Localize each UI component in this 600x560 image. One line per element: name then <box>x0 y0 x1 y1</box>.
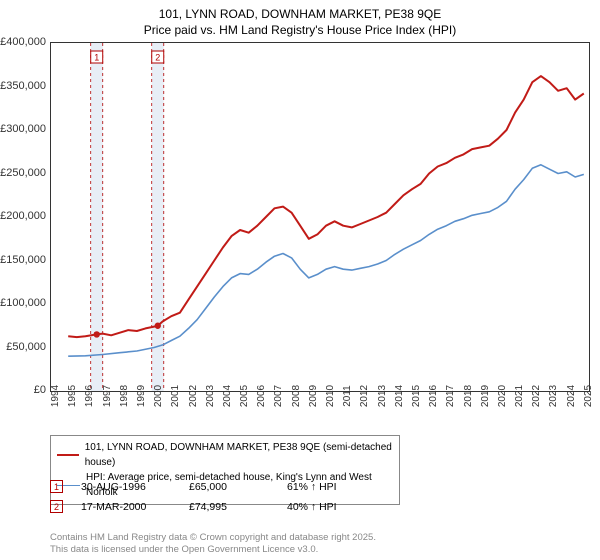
x-tick-label: 2010 <box>325 385 336 407</box>
svg-text:1: 1 <box>94 53 99 63</box>
x-tick-label: 2022 <box>531 385 542 407</box>
sale-date: 17-MAR-2000 <box>81 501 171 513</box>
x-tick-label: 2019 <box>480 385 491 407</box>
x-tick-label: 2012 <box>359 385 370 407</box>
x-tick-label: 1995 <box>67 385 78 407</box>
x-tick-label: 2023 <box>548 385 559 407</box>
legend-label: 101, LYNN ROAD, DOWNHAM MARKET, PE38 9QE… <box>85 440 393 470</box>
x-tick-label: 2005 <box>239 385 250 407</box>
x-tick-label: 2015 <box>411 385 422 407</box>
sale-marker-box: 1 <box>50 480 63 493</box>
y-tick-label: £0 <box>34 384 46 396</box>
x-tick-label: 1996 <box>84 385 95 407</box>
sale-row: 1 30-AUG-1996 £65,000 61% ↑ HPI <box>50 480 590 493</box>
sale-price: £65,000 <box>189 481 269 493</box>
footnote: Contains HM Land Registry data © Crown c… <box>50 532 376 557</box>
x-tick-label: 2017 <box>445 385 456 407</box>
plot-area: 12 <box>50 42 590 392</box>
chart-title: 101, LYNN ROAD, DOWNHAM MARKET, PE38 9QE… <box>0 0 600 38</box>
x-tick-label: 2020 <box>497 385 508 407</box>
x-tick-label: 2006 <box>256 385 267 407</box>
y-tick-label: £150,000 <box>0 254 46 266</box>
x-tick-label: 2001 <box>170 385 181 407</box>
x-tick-label: 1997 <box>102 385 113 407</box>
x-tick-label: 2000 <box>153 385 164 407</box>
x-tick-label: 1999 <box>136 385 147 407</box>
y-tick-label: £50,000 <box>6 341 46 353</box>
y-tick-label: £300,000 <box>0 123 46 135</box>
plot-svg: 12 <box>51 43 589 391</box>
legend-swatch <box>57 454 79 456</box>
x-tick-label: 2024 <box>566 385 577 407</box>
sale-delta: 40% ↑ HPI <box>287 501 337 513</box>
x-tick-label: 2021 <box>514 385 525 407</box>
x-tick-label: 2002 <box>188 385 199 407</box>
x-tick-label: 1998 <box>119 385 130 407</box>
sale-row: 2 17-MAR-2000 £74,995 40% ↑ HPI <box>50 500 590 513</box>
x-tick-label: 2007 <box>273 385 284 407</box>
title-line-2: Price paid vs. HM Land Registry's House … <box>144 23 456 37</box>
sale-price: £74,995 <box>189 501 269 513</box>
x-tick-label: 2025 <box>583 385 594 407</box>
chart-container: 101, LYNN ROAD, DOWNHAM MARKET, PE38 9QE… <box>0 0 600 560</box>
sale-marker-box: 2 <box>50 500 63 513</box>
y-tick-label: £100,000 <box>0 297 46 309</box>
x-tick-label: 2008 <box>291 385 302 407</box>
x-tick-label: 2018 <box>463 385 474 407</box>
y-tick-label: £400,000 <box>0 36 46 48</box>
y-tick-label: £200,000 <box>0 210 46 222</box>
footnote-line-2: This data is licensed under the Open Gov… <box>50 544 318 555</box>
x-tick-label: 2011 <box>342 385 353 407</box>
x-tick-label: 2014 <box>394 385 405 407</box>
x-tick-label: 2004 <box>222 385 233 407</box>
legend-item: 101, LYNN ROAD, DOWNHAM MARKET, PE38 9QE… <box>57 440 393 470</box>
x-tick-label: 1994 <box>50 385 61 407</box>
x-tick-label: 2003 <box>205 385 216 407</box>
sale-delta: 61% ↑ HPI <box>287 481 337 493</box>
x-tick-label: 2013 <box>377 385 388 407</box>
y-tick-label: £250,000 <box>0 167 46 179</box>
title-line-1: 101, LYNN ROAD, DOWNHAM MARKET, PE38 9QE <box>159 7 442 21</box>
x-tick-label: 2016 <box>428 385 439 407</box>
svg-text:2: 2 <box>155 53 160 63</box>
sale-date: 30-AUG-1996 <box>81 481 171 493</box>
footnote-line-1: Contains HM Land Registry data © Crown c… <box>50 532 376 543</box>
y-tick-label: £350,000 <box>0 80 46 92</box>
x-tick-label: 2009 <box>308 385 319 407</box>
legend: 101, LYNN ROAD, DOWNHAM MARKET, PE38 9QE… <box>50 435 400 505</box>
